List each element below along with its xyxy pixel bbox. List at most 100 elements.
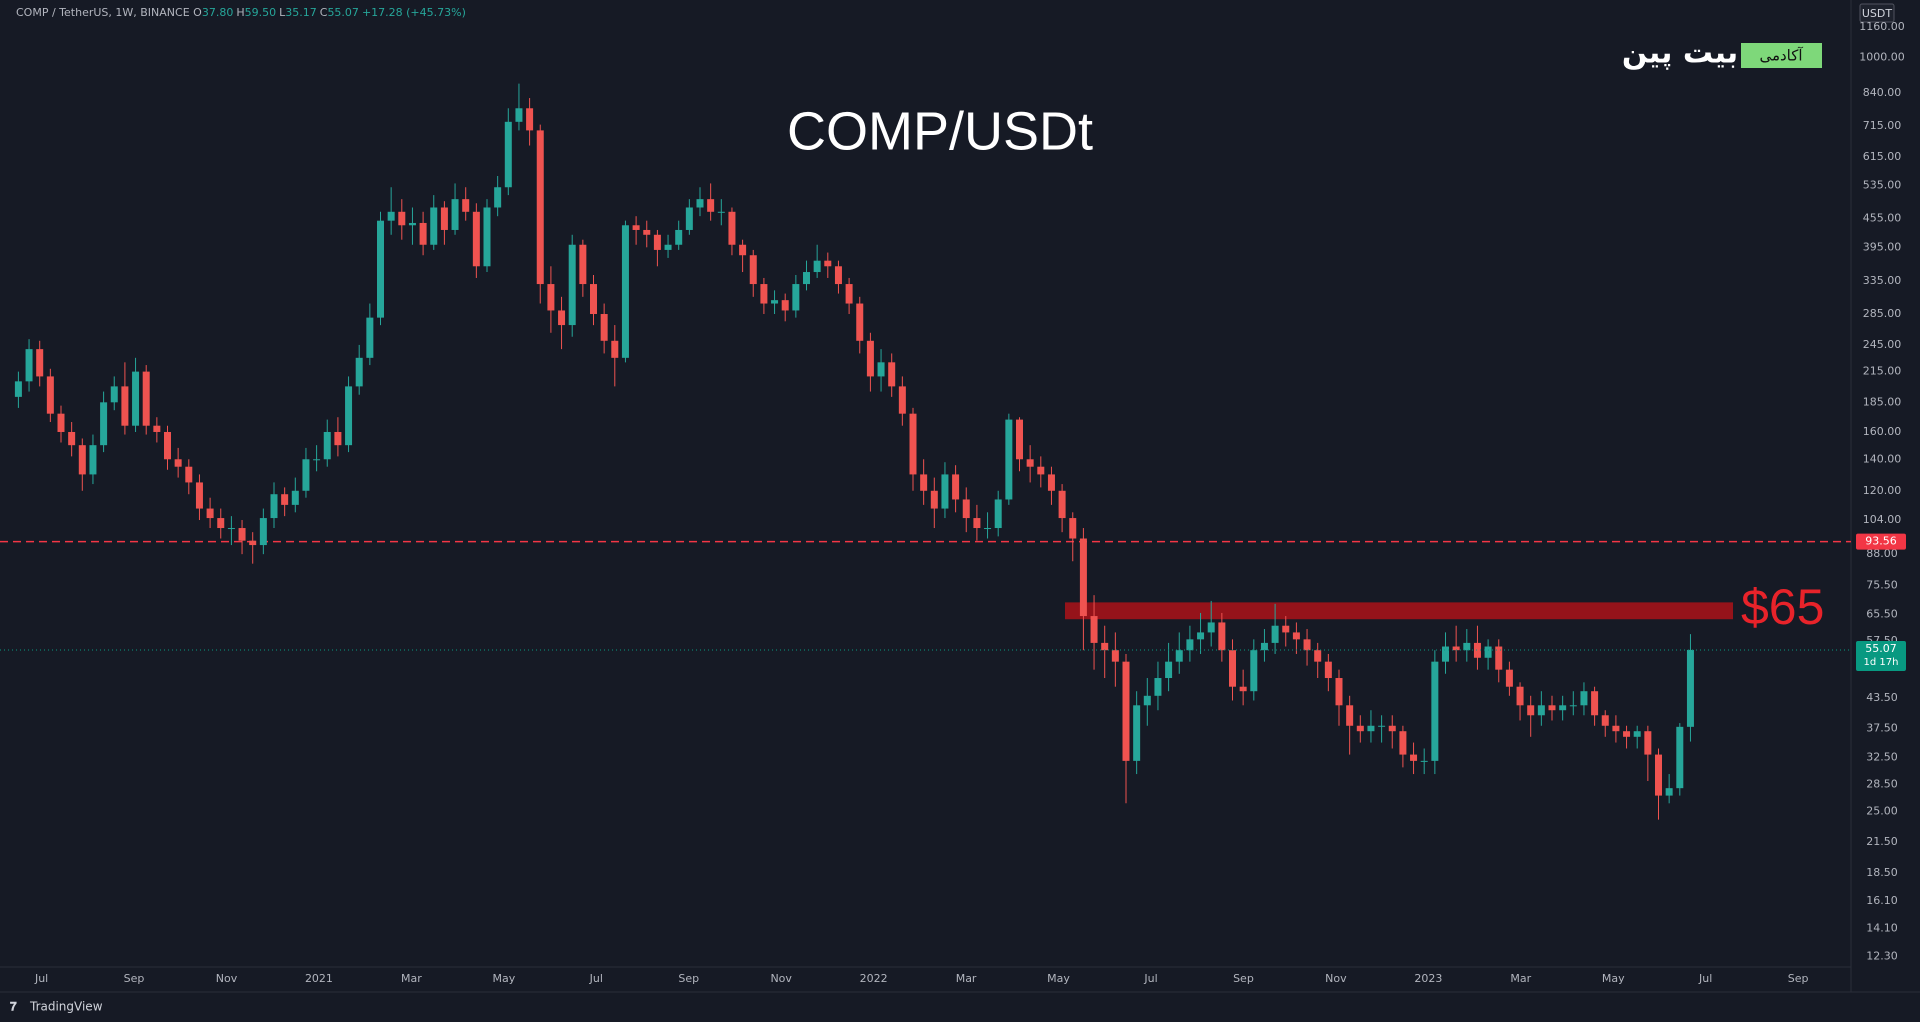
candle-body xyxy=(1399,731,1407,755)
candle-body xyxy=(1165,661,1173,679)
candle-body xyxy=(856,303,864,341)
y-tick-label: 37.50 xyxy=(1866,721,1898,734)
candle-body xyxy=(1676,726,1684,789)
candle-body xyxy=(1644,731,1652,755)
candle-body xyxy=(707,199,715,212)
candle-body xyxy=(1452,646,1460,651)
y-tick-label: 715.00 xyxy=(1863,119,1902,132)
candle-body xyxy=(419,222,427,245)
candle-body xyxy=(621,225,629,358)
candle-body xyxy=(632,225,640,230)
candle-body xyxy=(675,229,683,245)
y-tick-label: 43.50 xyxy=(1866,691,1898,704)
x-tick-label: 2023 xyxy=(1414,972,1442,985)
candle-body xyxy=(259,518,267,546)
candle-body xyxy=(590,284,597,315)
candle-body xyxy=(174,459,182,467)
candle-body xyxy=(1527,705,1535,716)
candle-body xyxy=(57,413,65,432)
candle-body xyxy=(1484,646,1492,658)
candle-body xyxy=(355,357,363,387)
candle-body xyxy=(558,310,566,326)
candle-body xyxy=(185,466,193,483)
candle-body xyxy=(1314,650,1322,662)
candle-body xyxy=(1367,725,1375,732)
candle-body xyxy=(366,317,374,358)
y-tick-label: 1000.00 xyxy=(1859,51,1905,64)
candle-body xyxy=(1324,661,1332,679)
candle-body xyxy=(515,108,523,122)
hline-price-label: 93.56 xyxy=(1865,535,1897,548)
candle-body xyxy=(25,349,33,382)
x-tick-label: Sep xyxy=(1788,972,1809,985)
y-tick-label: 75.50 xyxy=(1866,578,1898,591)
candle-body xyxy=(1133,705,1141,761)
candle-body xyxy=(1143,695,1151,706)
candle-body xyxy=(1665,788,1673,796)
candle-body xyxy=(206,508,214,519)
y-tick-label: 32.50 xyxy=(1866,751,1898,764)
candle-body xyxy=(1207,622,1215,633)
currency-label: USDT xyxy=(1862,7,1893,20)
last-price-box xyxy=(1856,640,1906,671)
candle-body xyxy=(142,371,150,426)
candle-body xyxy=(238,528,246,541)
candle-body xyxy=(994,499,1002,529)
candle-body xyxy=(909,413,917,475)
candle-body xyxy=(1580,691,1588,706)
candle-body xyxy=(717,211,725,213)
tv-mark: 𝟕 xyxy=(10,1000,17,1014)
candle-body xyxy=(781,300,789,311)
candle-body xyxy=(771,300,779,304)
candle-body xyxy=(1463,642,1471,651)
candle-body xyxy=(898,386,906,414)
candle-body xyxy=(1346,705,1354,726)
candle-body xyxy=(1229,650,1236,687)
candle-body xyxy=(952,474,960,500)
quote-value: 35.17 xyxy=(285,6,317,19)
candle-body xyxy=(78,445,86,475)
candle-body xyxy=(398,211,406,226)
y-tick-label: 65.50 xyxy=(1866,607,1898,620)
quote-value: 59.50 xyxy=(244,6,277,19)
candle-body xyxy=(834,266,842,285)
x-tick-label: Sep xyxy=(1233,972,1254,985)
candle-body xyxy=(1442,646,1449,662)
y-tick-label: 1160.00 xyxy=(1859,20,1905,33)
candle-body xyxy=(1218,622,1226,651)
candle-body xyxy=(494,187,502,208)
x-tick-label: Sep xyxy=(678,972,699,985)
candle-body xyxy=(888,362,896,387)
candle-body xyxy=(387,211,395,221)
x-tick-label: Mar xyxy=(956,972,977,985)
candle-body xyxy=(68,431,76,446)
x-tick-label: May xyxy=(492,972,515,985)
candle-body xyxy=(408,222,416,226)
candle-body xyxy=(1420,760,1428,762)
y-tick-label: 21.50 xyxy=(1866,835,1898,848)
candle-body xyxy=(1335,678,1343,706)
candle-body xyxy=(1655,754,1662,796)
candle-body xyxy=(1559,705,1567,711)
candle-body xyxy=(877,362,885,377)
candle-body xyxy=(121,386,129,426)
candle-body xyxy=(866,340,874,377)
candle-body xyxy=(1282,625,1290,633)
hline-price-box xyxy=(1856,533,1906,550)
y-tick-label: 335.00 xyxy=(1863,274,1902,287)
countdown-label: 1d 17h xyxy=(1864,657,1899,668)
candle-body xyxy=(920,474,928,491)
x-tick-label: 2021 xyxy=(305,972,333,985)
candle-body xyxy=(1090,616,1098,643)
quote-key: C xyxy=(319,6,328,19)
candle-body xyxy=(813,260,821,273)
candle-body xyxy=(313,459,321,461)
candle-body xyxy=(547,284,555,311)
candle-body xyxy=(1505,669,1513,687)
candle-body xyxy=(153,425,161,432)
change: +17.28 (+45.73%) xyxy=(361,6,466,19)
candle-body xyxy=(962,499,970,519)
candle-body xyxy=(1623,731,1631,737)
x-tick-label: Nov xyxy=(770,972,792,985)
candle-body xyxy=(334,431,342,446)
